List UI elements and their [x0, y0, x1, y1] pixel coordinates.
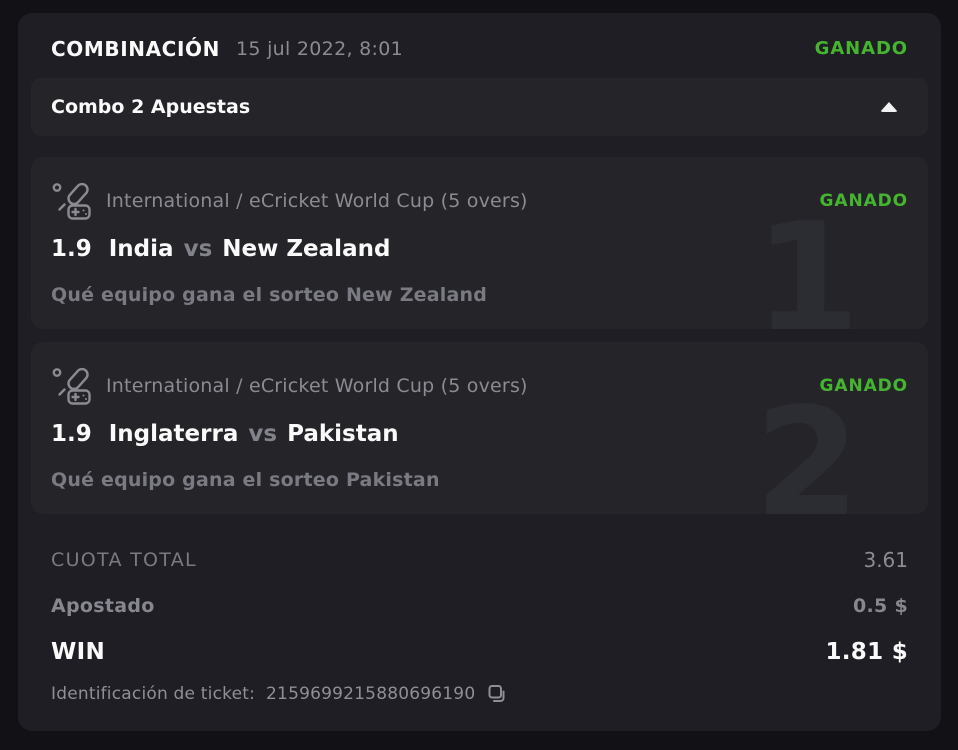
ticket-summary: CUOTA TOTAL 3.61 Apostado 0.5 $ WIN 1.81…: [31, 527, 928, 704]
away-team: New Zealand: [222, 236, 391, 262]
ticket-id-row: Identificación de ticket: 21596992158806…: [31, 675, 928, 704]
win-label: WIN: [51, 639, 106, 665]
stake-value: 0.5 $: [853, 595, 908, 617]
copy-icon: [486, 683, 507, 704]
ticket-type-title: COMBINACIÓN: [51, 36, 220, 61]
bet-status-badge: GANADO: [819, 191, 908, 211]
ticket-date: 15 jul 2022, 8:01: [235, 37, 404, 60]
home-team: Inglaterra: [108, 421, 239, 447]
odds-value: 1.9: [51, 421, 92, 447]
vs-separator: vs: [248, 421, 278, 447]
match-line: 1.9 India vs New Zealand: [51, 236, 908, 262]
ticket-status-badge: GANADO: [814, 38, 908, 59]
bet-number-watermark: 2: [754, 375, 860, 515]
win-row: WIN 1.81 $: [31, 629, 928, 675]
odds-value: 1.9: [51, 236, 92, 262]
stake-label: Apostado: [51, 595, 155, 617]
bet-ticket-panel: COMBINACIÓN 15 jul 2022, 8:01 GANADO Com…: [18, 13, 941, 731]
win-value: 1.81 $: [825, 639, 908, 665]
ticket-id-label: Identificación de ticket:: [51, 683, 256, 704]
copy-ticket-id-button[interactable]: [486, 683, 507, 704]
ticket-header: COMBINACIÓN 15 jul 2022, 8:01 GANADO: [31, 13, 928, 78]
league-label: International / eCricket World Cup (5 ov…: [106, 375, 528, 397]
home-team: India: [108, 236, 174, 262]
bet-status-badge: GANADO: [819, 376, 908, 396]
bet-number-watermark: 1: [754, 190, 860, 330]
market-label: Qué equipo gana el sorteo New Zealand: [51, 284, 488, 306]
chevron-up-icon[interactable]: [880, 102, 898, 112]
vs-separator: vs: [183, 236, 213, 262]
total-odds-row: CUOTA TOTAL 3.61: [31, 537, 928, 583]
league-label: International / eCricket World Cup (5 ov…: [106, 190, 528, 212]
market-label: Qué equipo gana el sorteo Pakistan: [51, 469, 440, 491]
match-line: 1.9 Inglaterra vs Pakistan: [51, 421, 908, 447]
away-team: Pakistan: [287, 421, 399, 447]
esports-cricket-icon: [51, 182, 93, 220]
stake-row: Apostado 0.5 $: [31, 583, 928, 629]
ticket-id-value: 2159699215880696190: [266, 683, 476, 704]
combo-label: Combo 2 Apuestas: [51, 96, 251, 118]
bet-card-1: 1 International / eCricket World Cup (5 …: [31, 157, 928, 329]
esports-cricket-icon: [51, 367, 93, 405]
bet-card-2: 2 International / eCricket World Cup (5 …: [31, 342, 928, 514]
total-odds-label: CUOTA TOTAL: [51, 549, 197, 571]
total-odds-value: 3.61: [863, 548, 908, 572]
combo-toggle-row[interactable]: Combo 2 Apuestas: [31, 78, 928, 136]
